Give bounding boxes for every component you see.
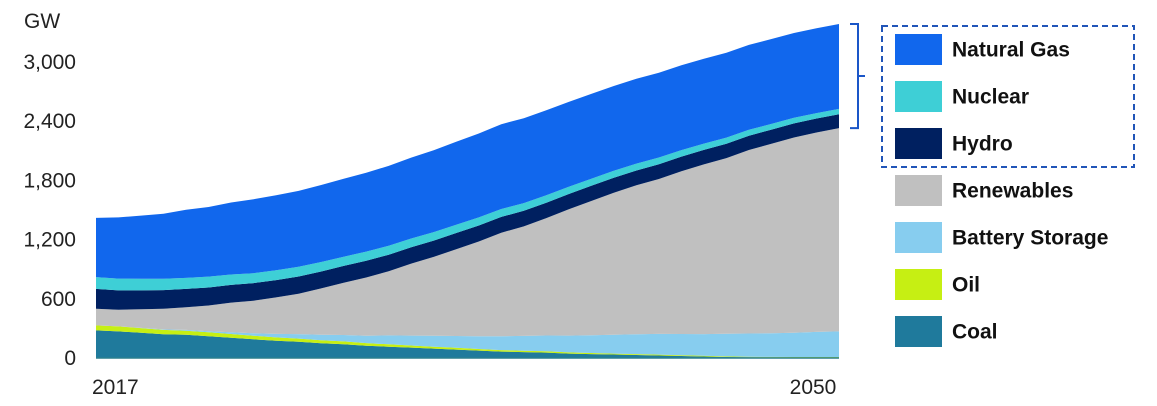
legend-swatch xyxy=(895,81,942,112)
legend-swatch xyxy=(895,222,942,253)
area-coal xyxy=(96,330,839,358)
area-battery-storage xyxy=(96,325,839,357)
y-axis-unit-label: GW xyxy=(24,10,60,33)
legend-label: Battery Storage xyxy=(952,227,1108,250)
x-axis-ticks: 2017 2050 xyxy=(92,376,836,399)
y-tick-label: 0 xyxy=(64,347,76,370)
legend-label: Natural Gas xyxy=(952,39,1070,62)
x-tick-label: 2017 xyxy=(92,376,139,399)
y-tick-label: 1,200 xyxy=(23,229,76,252)
area-layer xyxy=(96,24,839,358)
legend-label: Hydro xyxy=(952,133,1013,156)
area-natural-gas xyxy=(96,24,839,279)
bracket-marker xyxy=(850,23,865,130)
y-tick-label: 600 xyxy=(41,288,76,311)
legend-swatch xyxy=(895,269,942,300)
legend-label: Coal xyxy=(952,321,998,344)
legend-swatch xyxy=(895,128,942,159)
legend-item-natural-gas: Natural Gas xyxy=(895,34,1070,65)
legend-label: Nuclear xyxy=(952,86,1029,109)
legend: Natural Gas Nuclear Hydro Renewables Battery… xyxy=(895,34,1108,347)
area-hydro xyxy=(96,114,839,310)
y-tick-label: 1,800 xyxy=(23,169,76,192)
legend-swatch xyxy=(895,34,942,65)
legend-swatch xyxy=(895,316,942,347)
legend-item-hydro: Hydro xyxy=(895,128,1013,159)
legend-item-battery-storage: Battery Storage xyxy=(895,222,1108,253)
area-renewables xyxy=(96,128,839,337)
legend-highlight-box xyxy=(881,25,1135,168)
legend-label: Renewables xyxy=(952,180,1073,203)
area-nuclear xyxy=(96,108,839,291)
legend-item-renewables: Renewables xyxy=(895,175,1073,206)
y-tick-label: 3,000 xyxy=(23,51,76,74)
legend-item-oil: Oil xyxy=(895,269,980,300)
x-tick-label: 2050 xyxy=(790,376,837,399)
legend-label: Oil xyxy=(952,274,980,297)
legend-swatch xyxy=(895,175,942,206)
legend-item-nuclear: Nuclear xyxy=(895,81,1029,112)
y-tick-label: 2,400 xyxy=(23,110,76,133)
legend-item-coal: Coal xyxy=(895,316,998,347)
y-axis-ticks: 0 600 1,200 1,800 2,400 3,000 xyxy=(23,51,76,370)
